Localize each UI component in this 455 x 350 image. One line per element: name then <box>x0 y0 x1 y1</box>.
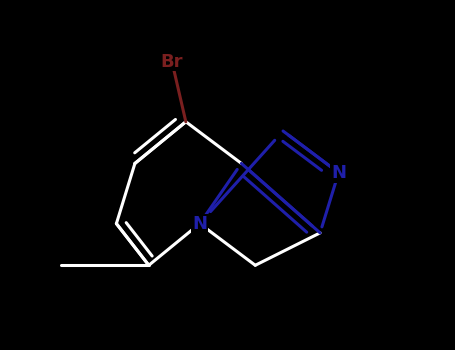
Text: N: N <box>192 215 207 233</box>
Text: Br: Br <box>161 52 183 71</box>
Text: N: N <box>331 164 346 182</box>
